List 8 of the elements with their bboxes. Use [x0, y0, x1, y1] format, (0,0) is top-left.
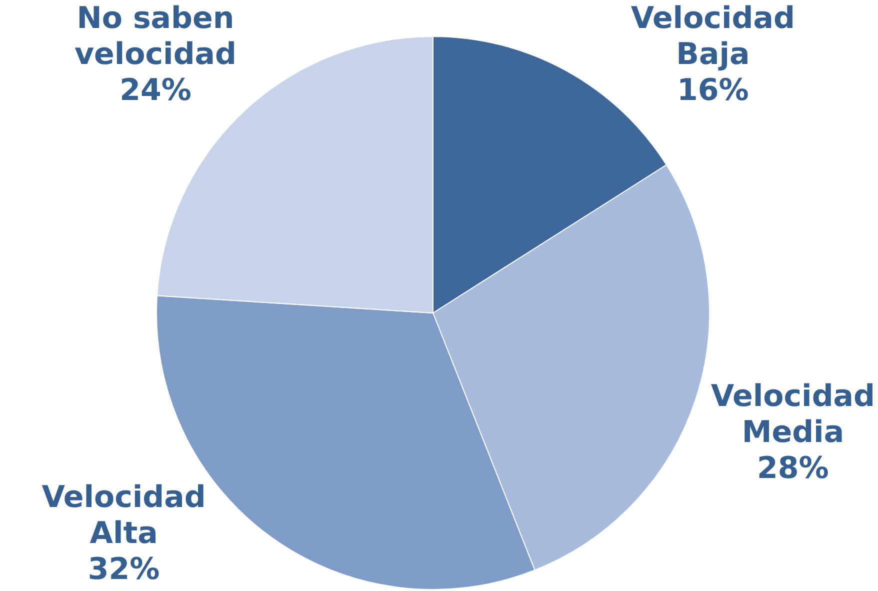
- slice-label: No saben velocidad: [74, 0, 237, 72]
- data-label: 32%: [88, 552, 160, 587]
- slice-label: Velocidad Media: [710, 379, 875, 450]
- data-label: 16%: [676, 72, 749, 108]
- data-label: 24%: [120, 72, 192, 108]
- slice-label: Velocidad Alta: [42, 480, 206, 551]
- data-label: 28%: [757, 451, 829, 486]
- slice-label: Velocidad Baja: [630, 0, 795, 72]
